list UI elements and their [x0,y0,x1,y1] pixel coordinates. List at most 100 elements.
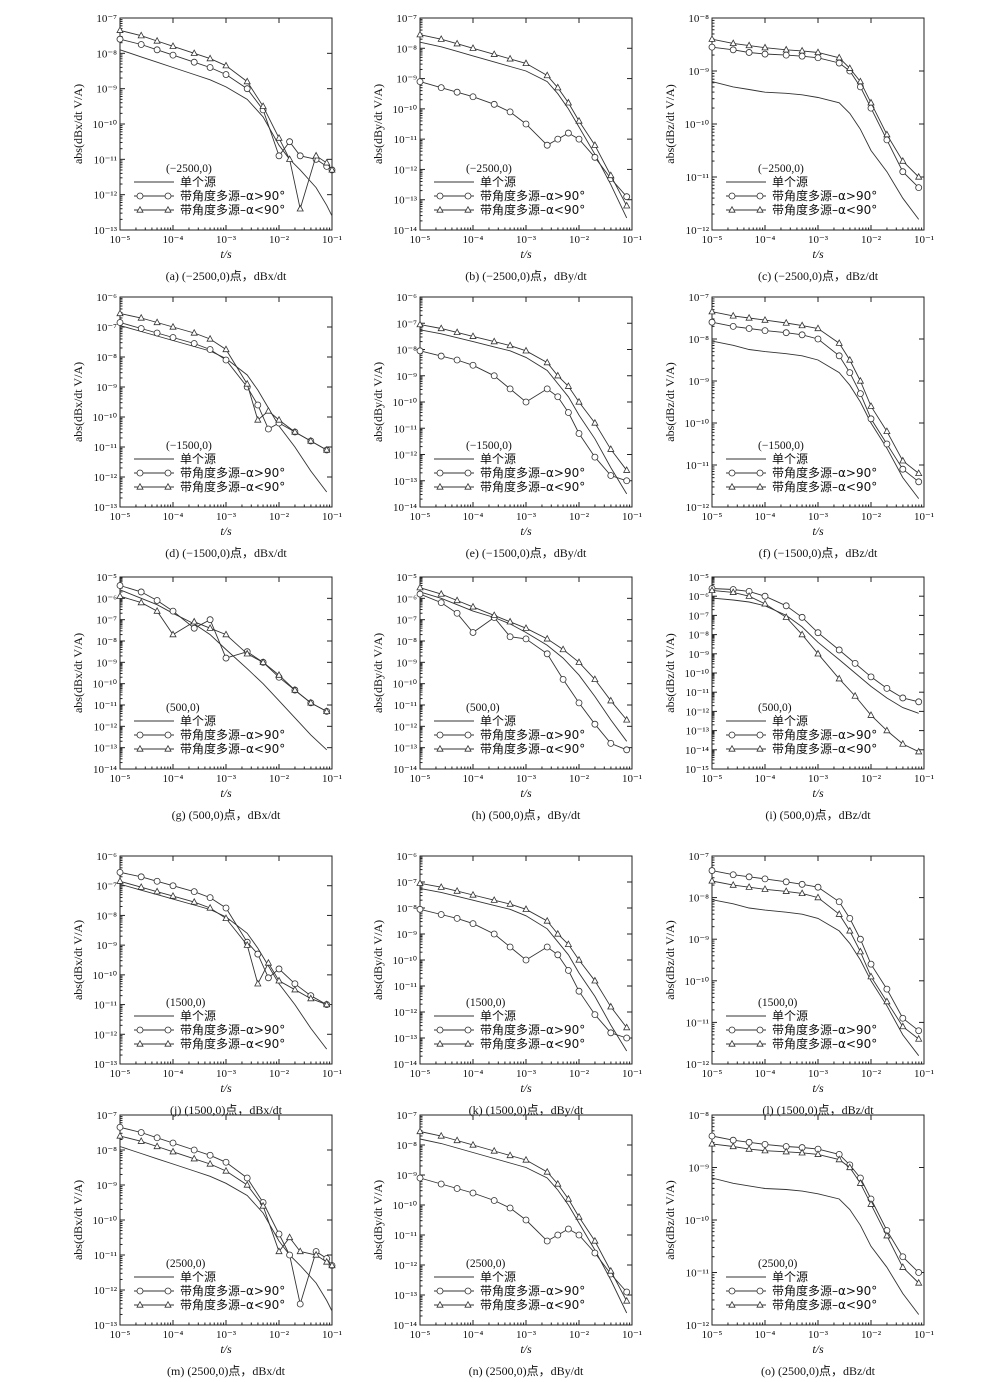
y-tick-label: 10⁻¹³ [94,502,118,514]
legend-label: 带角度多源–α<90° [180,741,285,756]
y-tick-label: 10⁻¹² [94,472,118,484]
data-point-circle [883,684,891,692]
data-point-triangle [190,49,198,56]
y-tick-label: 10⁻⁹ [688,66,709,78]
data-point-circle [286,1251,294,1259]
data-point-triangle [490,1146,498,1154]
x-axis-label: t/s [220,786,232,800]
x-axis-label: t/s [520,786,532,800]
data-point-triangle [782,45,790,53]
series-line-1 [119,1126,333,1306]
y-axis-label-text: abs(dBz/dt V/A) [663,920,677,999]
x-tick-label: 10⁻² [861,1329,882,1341]
data-point-circle [169,607,177,615]
y-tick-label: 10⁻⁷ [396,318,417,330]
data-point-circle [296,1300,304,1308]
data-point-circle [623,1288,631,1296]
y-tick-label: 10⁻¹⁰ [392,955,417,967]
x-tick-label: 10⁻³ [516,773,537,785]
y-tick-label: 10⁻¹¹ [686,460,709,472]
data-point-triangle [708,1139,716,1147]
data-point-triangle [782,613,790,620]
data-point-triangle [899,456,907,464]
data-point-triangle [275,976,283,984]
data-point-circle [116,319,124,326]
y-axis-label: abs(dBx/dt V/A) [71,1180,85,1260]
chart-caption: (g) (500,0)点，dBx/dt [172,808,281,822]
data-point-circle [798,331,806,339]
y-tick-label: 10⁻¹¹ [686,172,709,184]
legend-marker-triangle [164,1039,172,1047]
data-point-triangle [285,155,294,162]
data-point-circle [453,1185,461,1192]
legend-label: 带角度多源–α>90° [180,727,285,742]
chart-caption: (b) (−2500,0)点，dBy/dt [465,269,587,283]
x-axis-label: t/s [812,1081,824,1095]
legend-marker-circle [756,469,764,477]
legend-label: 单个源 [480,714,516,728]
y-tick-label: 10⁻⁹ [396,74,417,86]
x-tick-label: 10⁻³ [216,773,237,785]
legend-marker-circle [756,731,764,739]
x-tick-label: 10⁻¹ [622,234,642,246]
data-point-triangle [856,947,865,955]
y-tick-label: 10⁻¹¹ [686,1017,709,1029]
data-point-triangle [915,1034,923,1042]
x-tick-label: 10⁻⁴ [463,234,484,246]
data-point-triangle [190,897,198,905]
data-point-triangle [323,1257,331,1265]
data-point-circle [575,430,583,437]
y-tick-label: 10⁻⁸ [688,893,709,905]
data-point-circle [745,873,753,881]
data-point-triangle [206,903,214,911]
legend-marker-circle [756,192,764,200]
data-point-circle [591,720,599,728]
x-axis-label: t/s [520,1342,532,1356]
legend-marker-circle [136,731,144,739]
data-point-circle [190,888,198,896]
data-point-triangle [835,53,843,61]
series-line-2 [119,595,327,712]
data-point-triangle [554,371,562,379]
data-point-circle [137,873,145,881]
x-tick-label: 10⁻¹ [622,1329,642,1341]
y-tick-label: 10⁻¹¹ [94,1250,117,1262]
legend-marker-circle [164,469,172,477]
y-tick-label: 10⁻⁹ [688,934,709,946]
data-point-triangle [729,311,737,319]
data-point-triangle [798,321,806,329]
data-point-triangle [607,171,615,179]
data-point-triangle [490,896,498,903]
x-tick-label: 10⁻² [861,1068,882,1080]
data-point-circle [899,1253,907,1261]
x-tick-label: 10⁻² [861,773,882,785]
legend-marker-circle [728,1287,736,1295]
y-axis-label-text: abs(dBx/dt V/A) [71,84,85,164]
data-point-triangle [291,985,299,993]
y-tick-label: 10⁻¹² [394,1007,418,1019]
data-point-circle [416,590,424,598]
x-tick-label: 10⁻⁴ [163,773,184,785]
chart-g: 10⁻¹⁴ 10⁻¹³ 10⁻¹² 10⁻¹¹ 10⁻¹⁰ 10⁻⁹ 10⁻⁸ 10⁻⁷ 10⁻… [71,572,342,822]
legend-label: 带角度多源–α<90° [480,741,585,756]
data-point-circle [559,676,567,683]
legend-marker-circle [136,1026,144,1034]
series-line-0 [419,1138,628,1314]
data-point-circle [835,59,843,67]
x-tick-label: 10⁻³ [216,1068,237,1080]
series-line-2 [711,38,920,178]
data-point-circle [867,960,875,968]
data-point-triangle [222,1166,230,1174]
x-tick-label: 10⁻⁵ [702,1068,723,1080]
data-point-triangle [846,1163,854,1171]
x-tick-label: 10⁻⁵ [110,511,131,523]
data-point-circle [222,904,230,912]
y-tick-label: 10⁻⁶ [96,292,117,304]
data-point-triangle [782,318,790,326]
y-tick-label: 10⁻¹¹ [394,700,417,712]
data-point-triangle [490,337,498,345]
chart-caption: (e) (−1500,0)点，dBy/dt [466,546,587,560]
data-point-triangle [564,382,573,389]
data-point-circle [899,694,907,702]
y-tick-label: 10⁻¹¹ [394,981,417,993]
